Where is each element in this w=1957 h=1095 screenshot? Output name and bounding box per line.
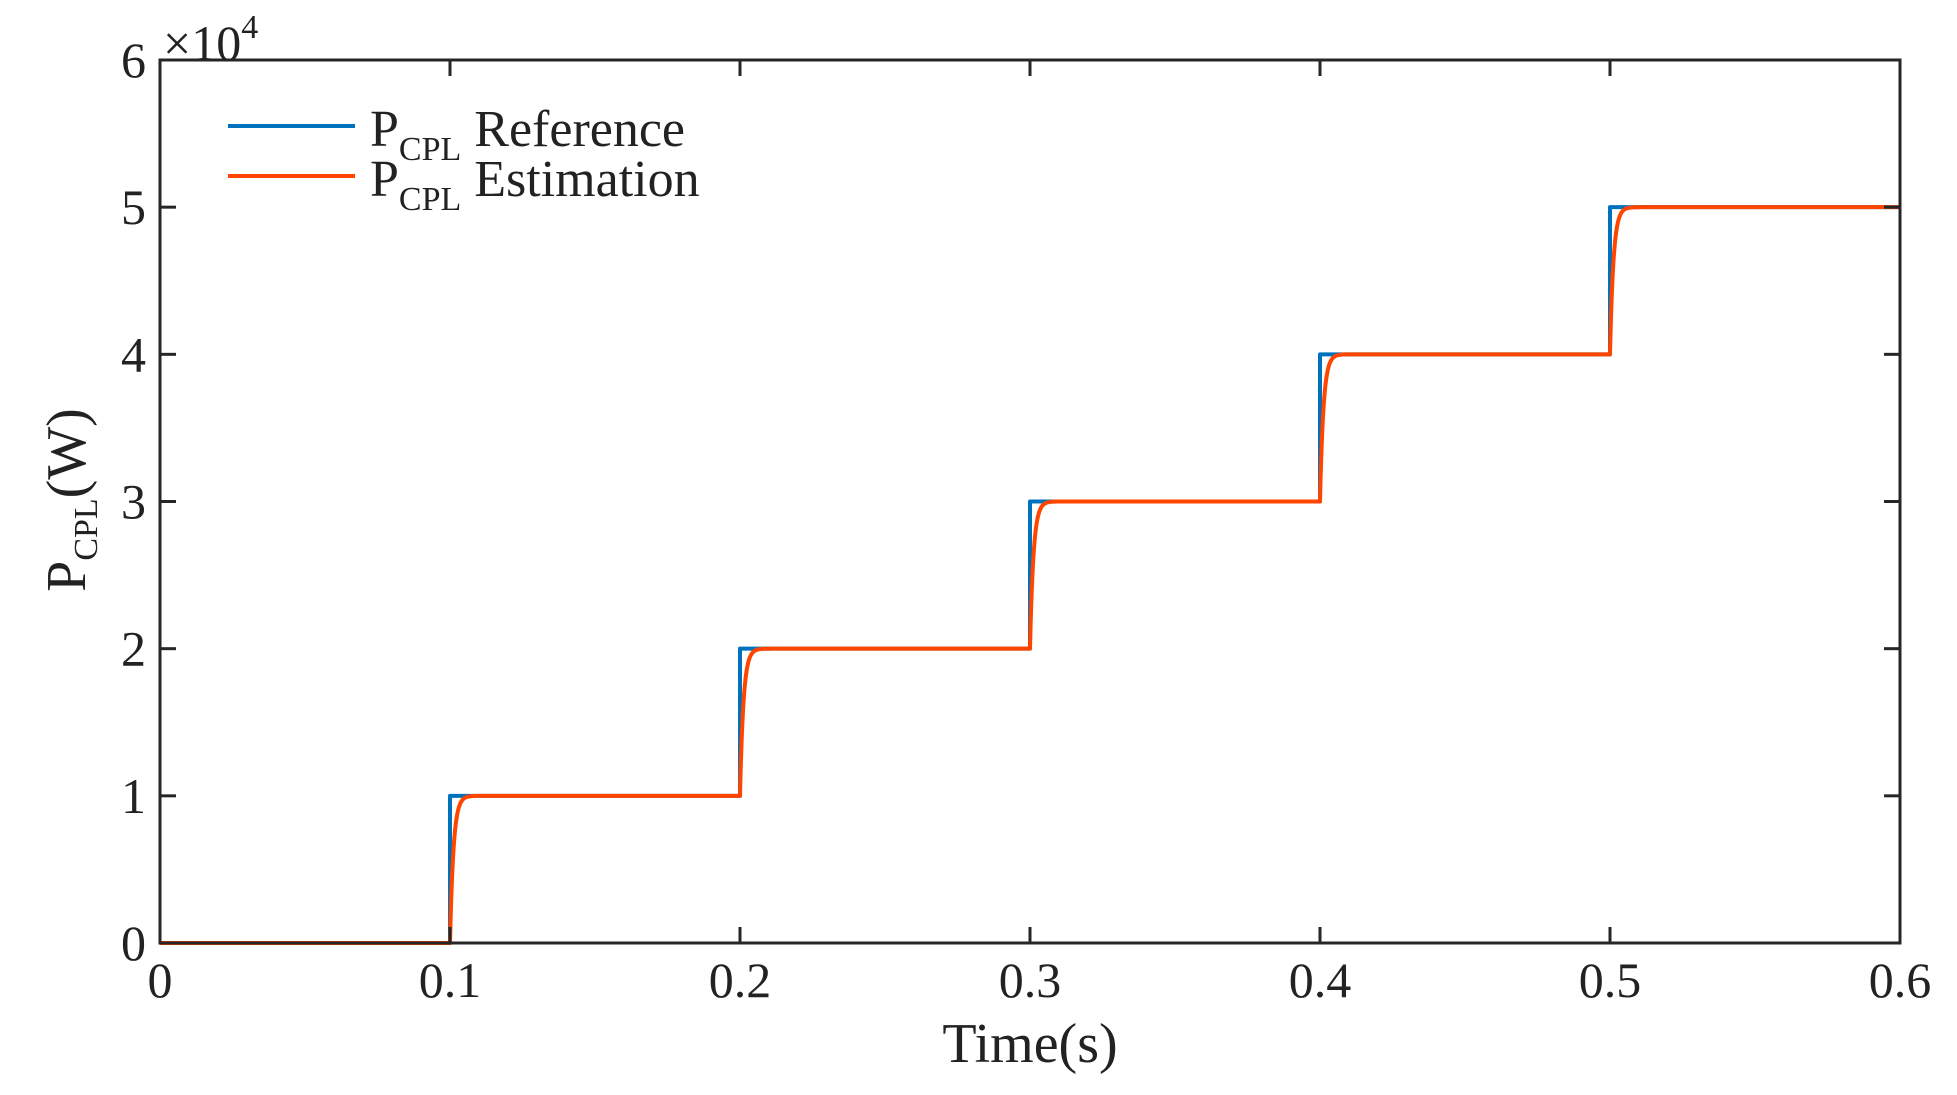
legend-label-reference: PCPL Reference (370, 101, 685, 168)
x-axis-label: Time(s) (942, 1013, 1117, 1075)
x-tick-label: 0.2 (709, 952, 772, 1008)
y-tick-label: 0 (121, 915, 146, 971)
y-axis-label-base: P (36, 561, 98, 592)
legend-label-estimation-base: P (370, 151, 399, 208)
legend: PCPL Reference PCPL Estimation (228, 101, 700, 218)
y-tick-label: 5 (121, 179, 146, 235)
x-tick-label: 0 (148, 952, 173, 1008)
y-axis-label-subscript: CPL (68, 498, 105, 560)
legend-label-reference-subscript: CPL (399, 131, 461, 168)
y-axis-label: PCPL(W) (36, 408, 105, 592)
legend-label-reference-base: P (370, 101, 399, 158)
x-tick-label: 0.1 (419, 952, 482, 1008)
ticks: 0 0.1 0.2 0.3 0.4 0.5 0.6 0 1 2 3 4 5 6 (121, 32, 1931, 1008)
y-multiplier-base: ×10 (163, 15, 241, 71)
y-tick-label: 1 (121, 768, 146, 824)
y-tick-label: 4 (121, 326, 146, 382)
y-tick-label: 2 (121, 621, 146, 677)
y-multiplier: ×104 (163, 9, 258, 71)
legend-label-estimation-subscript: CPL (399, 181, 461, 218)
y-axis-label-suffix: (W) (36, 408, 98, 498)
y-multiplier-exponent: 4 (241, 9, 258, 46)
legend-label-estimation: PCPL Estimation (370, 151, 700, 218)
legend-label-reference-text: Reference (461, 101, 685, 158)
x-tick-label: 0.3 (999, 952, 1062, 1008)
x-tick-label: 0.6 (1869, 952, 1932, 1008)
y-tick-label: 6 (121, 32, 146, 88)
y-tick-label: 3 (121, 474, 146, 530)
x-tick-label: 0.5 (1579, 952, 1642, 1008)
x-tick-label: 0.4 (1289, 952, 1352, 1008)
legend-label-estimation-text: Estimation (461, 151, 699, 208)
